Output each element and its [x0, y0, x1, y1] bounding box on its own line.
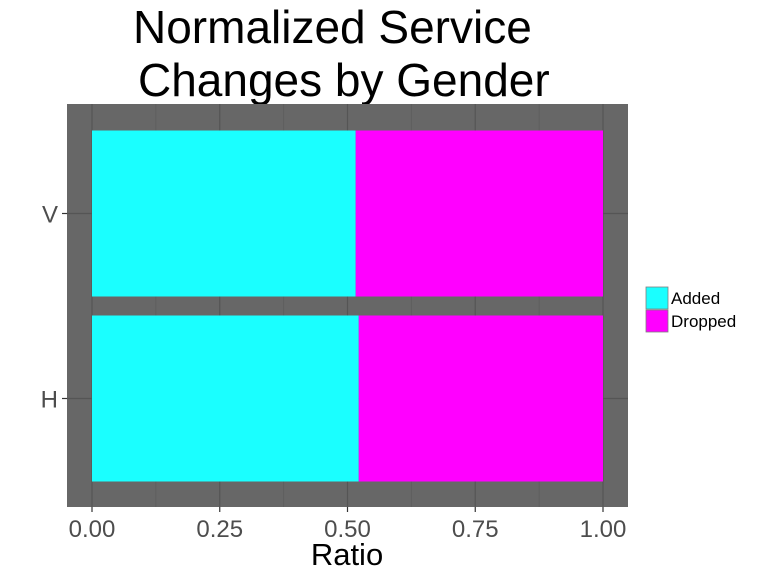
chart-title-line: Normalized Service [133, 1, 532, 53]
y-tick-label: V [42, 202, 58, 229]
y-tick-label: H [41, 387, 58, 414]
bars [92, 130, 603, 482]
bar-dropped-h [358, 315, 603, 482]
x-tick-label: 0.00 [69, 516, 116, 543]
legend-key-added [645, 286, 669, 310]
x-axis-label: Ratio [311, 537, 383, 572]
bar-added-v [92, 130, 356, 297]
legend-label-dropped: Dropped [671, 312, 736, 331]
bar-dropped-v [355, 130, 603, 297]
bar-added-h [92, 315, 359, 482]
chart-title-line: Changes by Gender [138, 54, 550, 106]
y-axis: VH [41, 202, 67, 414]
x-tick-label: 1.00 [580, 516, 627, 543]
legend-key-dropped [645, 309, 669, 333]
x-tick-label: 0.50 [324, 516, 371, 543]
x-tick-label: 0.75 [452, 516, 499, 543]
legend: Added Dropped [645, 286, 736, 333]
legend-label-added: Added [671, 289, 720, 308]
x-axis: 0.00 0.25 0.50 0.75 1.00 [69, 507, 627, 543]
x-tick-label: 0.25 [196, 516, 243, 543]
